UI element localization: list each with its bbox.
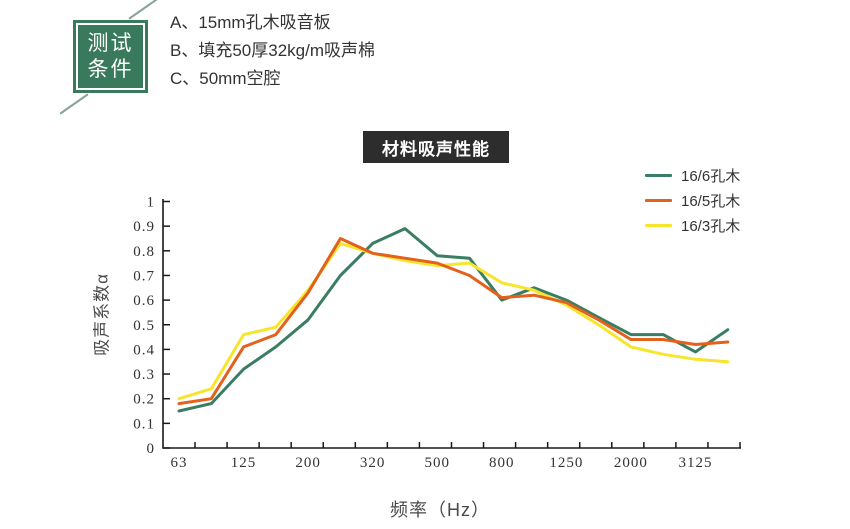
y-tick-label: 0.6	[133, 293, 155, 309]
y-tick-label: 0.8	[133, 244, 155, 260]
badge-text-line1: 测试	[87, 31, 134, 55]
y-tick-label: 0.9	[133, 219, 155, 235]
y-tick-label: 0.3	[133, 367, 155, 383]
legend-line-swatch	[645, 174, 672, 177]
y-axis-title: 吸声系数α	[92, 273, 112, 356]
legend-item: 16/6孔木	[645, 163, 740, 188]
y-tick-label: 1	[147, 195, 156, 211]
series-line-16/5孔木	[177, 237, 730, 406]
legend-item: 16/5孔木	[645, 188, 740, 213]
legend-line-swatch	[645, 224, 672, 227]
test-conditions-badge-frame: 测试 条件	[76, 23, 145, 90]
y-tick-label: 0.1	[133, 416, 155, 432]
series-line-16/3孔木	[177, 241, 730, 401]
legend-item: 16/3孔木	[645, 213, 740, 238]
x-tick-label: 500	[424, 455, 450, 471]
y-tick-label: 0.2	[133, 392, 155, 408]
x-tick-label: 63	[171, 455, 188, 471]
legend-label: 16/6孔木	[681, 168, 741, 185]
x-axis-title: 频率（Hz）	[390, 500, 490, 520]
legend-label: 16/5孔木	[681, 193, 741, 210]
x-tick-label: 3125	[678, 455, 712, 471]
condition-item-b: B、填充50厚32kg/m吸声棉	[170, 41, 375, 60]
legend-label: 16/3孔木	[681, 218, 741, 235]
legend-line-swatch	[645, 199, 672, 202]
badge-text-line2: 条件	[87, 57, 134, 81]
x-tick-label: 2000	[614, 455, 648, 471]
x-tick-label: 320	[360, 455, 386, 471]
x-tick-label: 200	[295, 455, 321, 471]
y-tick-label: 0.4	[133, 342, 155, 358]
condition-item-a: A、15mm孔木吸音板	[170, 13, 331, 32]
y-tick-label: 0.7	[133, 268, 155, 284]
series-line-16/6孔木	[177, 227, 730, 413]
condition-item-c: C、50mm空腔	[170, 69, 281, 88]
chart-legend: 16/6孔木 16/5孔木 16/3孔木	[645, 163, 740, 238]
test-conditions-badge: 测试 条件	[73, 20, 148, 93]
x-tick-label: 1250	[549, 455, 583, 471]
x-tick-label: 125	[231, 455, 257, 471]
x-tick-label: 800	[489, 455, 515, 471]
y-tick-label: 0.5	[133, 318, 155, 334]
condition-list: A、15mm孔木吸音板 B、填充50厚32kg/m吸声棉 C、50mm空腔	[170, 9, 375, 93]
y-tick-label: 0	[147, 441, 156, 457]
chart-title: 材料吸声性能	[363, 131, 509, 163]
axis-lines	[162, 199, 741, 449]
